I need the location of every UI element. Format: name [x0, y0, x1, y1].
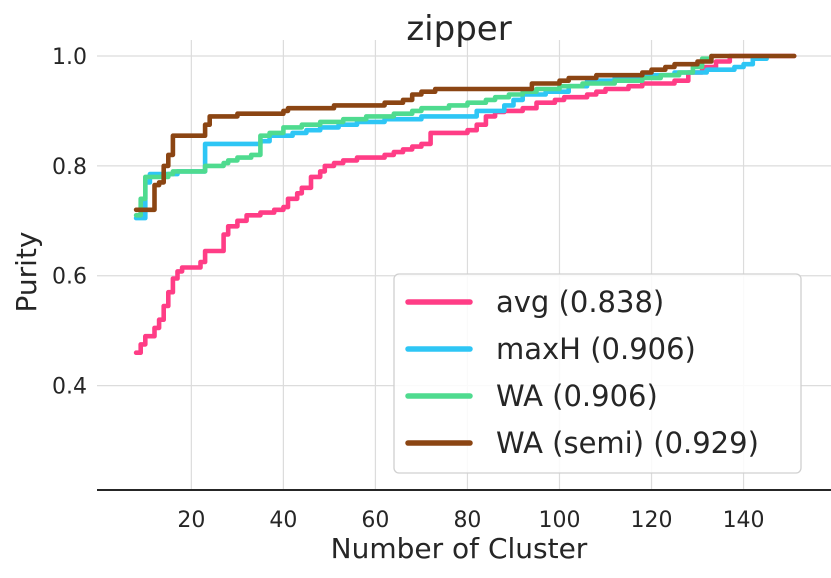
- x-tick-label: 20: [177, 508, 205, 533]
- chart-title: zipper: [406, 9, 511, 49]
- legend-frame: [393, 273, 802, 474]
- y-axis-title: Purity: [10, 232, 43, 313]
- x-axis-title: Number of Cluster: [331, 532, 588, 565]
- legend-label: avg (0.838): [496, 285, 664, 319]
- series-line-avg: [133, 53, 797, 355]
- x-tick-label: 80: [453, 508, 481, 533]
- tick-labels: 20 40 60 80 100 120 140 0.4 0.6 0.8 1.0: [52, 45, 765, 533]
- legend: avg (0.838) maxH (0.906) WA (0.906) WA (sem…: [393, 273, 802, 474]
- legend-label: WA (semi) (0.929): [496, 426, 759, 460]
- y-tick-label: 0.4: [52, 375, 87, 400]
- x-tick-label: 60: [361, 508, 389, 533]
- series-lines: [133, 53, 797, 355]
- series-line-wa-semi: [133, 53, 797, 213]
- y-tick-label: 0.6: [52, 265, 87, 290]
- x-tick-label: 140: [723, 508, 765, 533]
- legend-label: maxH (0.906): [496, 332, 696, 366]
- x-tick-label: 100: [538, 508, 580, 533]
- legend-label: WA (0.906): [496, 379, 658, 413]
- x-tick-label: 40: [269, 508, 297, 533]
- x-tick-label: 120: [631, 508, 673, 533]
- y-tick-label: 1.0: [52, 45, 87, 70]
- series-line-wa: [133, 53, 714, 218]
- y-tick-label: 0.8: [52, 155, 87, 180]
